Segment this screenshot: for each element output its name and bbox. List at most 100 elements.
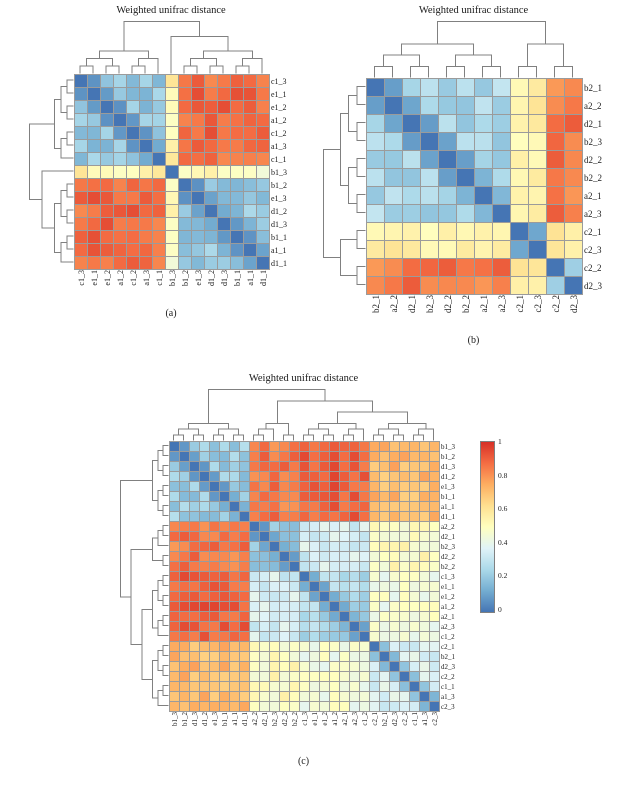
heatmap-cell	[153, 140, 165, 152]
heatmap-cell	[127, 244, 139, 256]
heatmap-cell	[310, 572, 319, 581]
heatmap-cell	[180, 482, 189, 491]
heatmap-cell	[320, 572, 329, 581]
heatmap-cell	[170, 502, 179, 511]
heatmap-cell	[420, 472, 429, 481]
heatmap-cell	[547, 169, 564, 186]
heatmap-cell	[170, 442, 179, 451]
heatmap-cell	[88, 140, 100, 152]
heatmap-cell	[360, 682, 369, 691]
heatmap-cell	[390, 522, 399, 531]
column-label: c2_3	[430, 712, 439, 726]
heatmap-cell	[430, 472, 439, 481]
heatmap-cell	[410, 592, 419, 601]
heatmap-cell	[330, 582, 339, 591]
heatmap-cell	[290, 532, 299, 541]
heatmap-cell	[179, 75, 191, 87]
heatmap-cell	[565, 115, 582, 132]
heatmap-cell	[370, 582, 379, 591]
heatmap-cell	[565, 241, 582, 258]
heatmap-cell	[390, 642, 399, 651]
dendrogram-path	[79, 21, 263, 74]
heatmap-cell	[250, 462, 259, 471]
heatmap-cell	[380, 632, 389, 641]
heatmap-cell	[240, 682, 249, 691]
heatmap-cell	[260, 472, 269, 481]
heatmap-cell	[270, 622, 279, 631]
row-label: d2_1	[584, 118, 602, 129]
heatmap-cell	[101, 140, 113, 152]
heatmap-cell	[340, 672, 349, 681]
heatmap-cell	[257, 88, 269, 100]
heatmap-cell	[350, 672, 359, 681]
heatmap-cell	[75, 205, 87, 217]
heatmap-cell	[190, 702, 199, 711]
heatmap-cell	[360, 552, 369, 561]
heatmap-cell	[218, 192, 230, 204]
heatmap-cell	[210, 572, 219, 581]
heatmap-cell	[420, 672, 429, 681]
heatmap-cell	[205, 101, 217, 113]
heatmap-cell	[250, 512, 259, 521]
heatmap-cell	[240, 642, 249, 651]
heatmap-cell	[180, 512, 189, 521]
heatmap-cell	[430, 682, 439, 691]
heatmap-cell	[75, 244, 87, 256]
heatmap-cell	[218, 218, 230, 230]
heatmap-cell	[101, 231, 113, 243]
heatmap-cell	[430, 462, 439, 471]
heatmap-cell	[330, 512, 339, 521]
heatmap-cell	[340, 442, 349, 451]
heatmap-cell	[340, 572, 349, 581]
heatmap-cell	[420, 652, 429, 661]
heatmap-cell	[430, 522, 439, 531]
heatmap-cell	[140, 127, 152, 139]
heatmap-cell	[290, 472, 299, 481]
heatmap-cell	[360, 592, 369, 601]
heatmap-cell	[330, 522, 339, 531]
heatmap-cell	[75, 179, 87, 191]
top-row: Weighted unifrac distance c1_3 e1_1 e1_2 a1…	[0, 0, 641, 346]
heatmap-cell	[231, 101, 243, 113]
heatmap-cell	[244, 218, 256, 230]
heatmap-cell	[290, 572, 299, 581]
heatmap-cell	[280, 442, 289, 451]
heatmap-cell	[230, 572, 239, 581]
heatmap-cell	[270, 532, 279, 541]
heatmap-cell	[390, 662, 399, 671]
heatmap-cell	[270, 512, 279, 521]
heatmap-cell	[230, 442, 239, 451]
heatmap-cell	[153, 127, 165, 139]
heatmap-cell	[218, 140, 230, 152]
heatmap-cell	[370, 672, 379, 681]
heatmap-cell	[475, 169, 492, 186]
column-label: a1_3	[420, 712, 429, 726]
heatmap-cell	[280, 512, 289, 521]
heatmap-cell	[367, 259, 384, 276]
heatmap-cell	[439, 169, 456, 186]
heatmap-cell	[475, 79, 492, 96]
heatmap-cell	[270, 632, 279, 641]
column-label: d2_1	[406, 295, 417, 313]
heatmap-cell	[390, 652, 399, 661]
heatmap-cell	[230, 532, 239, 541]
heatmap-cell	[565, 133, 582, 150]
heatmap-cell	[230, 592, 239, 601]
heatmap-cell	[320, 662, 329, 671]
heatmap-cell	[257, 179, 269, 191]
heatmap-cell	[88, 75, 100, 87]
heatmap-cell	[420, 582, 429, 591]
heatmap-cell	[220, 682, 229, 691]
heatmap-cell	[230, 552, 239, 561]
heatmap-cell	[400, 682, 409, 691]
panel-grid: b2_1 a2_2 d2_1 b2_3 d2_2 b2_2 a2_1 a2_3 c2_1 c2_3…	[320, 18, 615, 331]
heatmap-cell	[179, 140, 191, 152]
heatmap-cell	[200, 472, 209, 481]
heatmap-cell	[280, 492, 289, 501]
heatmap-cell	[180, 662, 189, 671]
heatmap-cell	[380, 472, 389, 481]
heatmap-cell	[153, 153, 165, 165]
heatmap-cell	[300, 702, 309, 711]
heatmap-cell	[410, 572, 419, 581]
heatmap-cell	[410, 552, 419, 561]
